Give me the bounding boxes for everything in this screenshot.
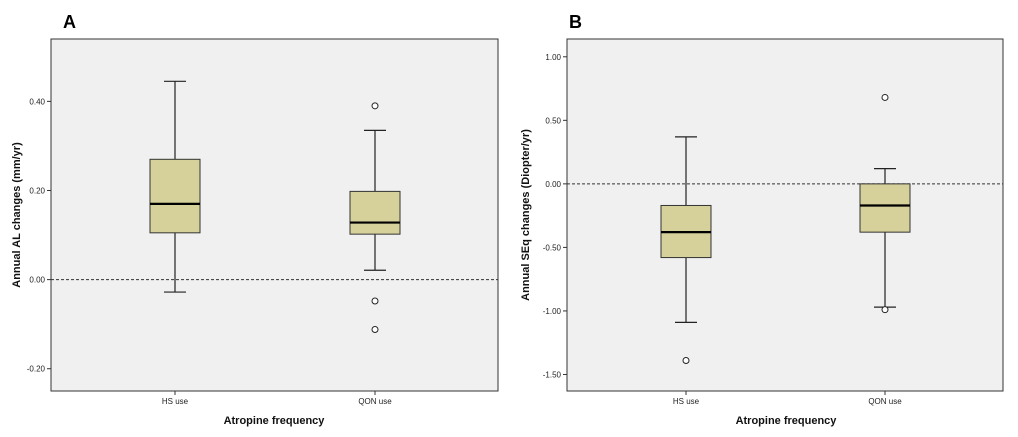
- panel-label: B: [569, 12, 582, 32]
- iqr-box: [859, 183, 911, 233]
- panel-b: B -1.50 -1.00 -0.50 0.00 0.50 1.00 HS use QON us…: [520, 12, 1004, 427]
- iqr-box: [149, 158, 201, 234]
- y-tick-label: 0.40: [29, 97, 45, 106]
- x-axis-title: Atropine frequency: [736, 415, 838, 427]
- y-tick-label: -1.50: [543, 370, 562, 379]
- y-tick-label: -0.50: [543, 243, 562, 252]
- y-tick-label: 0.20: [29, 186, 45, 195]
- y-tick-label: 0.50: [545, 116, 561, 125]
- iqr-box: [349, 190, 401, 235]
- x-axis-title: Atropine frequency: [224, 415, 326, 427]
- y-tick-label: 1.00: [545, 53, 561, 62]
- outlier-point: [371, 297, 379, 305]
- x-tick-label: HS use: [673, 397, 700, 406]
- y-axis-title: Annual SEq changes (Diopter/yr): [520, 129, 532, 301]
- y-tick-label: 0.00: [29, 276, 45, 285]
- plot-area: [566, 38, 1004, 392]
- box-hs-use: [660, 136, 712, 365]
- box-qon-use: [859, 93, 911, 314]
- y-tick-label: -0.20: [27, 365, 46, 374]
- x-tick-label: QON use: [868, 397, 902, 406]
- outlier-point: [371, 102, 379, 110]
- outlier-point: [371, 326, 379, 334]
- box-hs-use: [149, 80, 201, 293]
- x-tick-label: HS use: [162, 397, 189, 406]
- outlier-point: [682, 357, 690, 365]
- panel-label: A: [63, 12, 76, 32]
- box-qon-use: [349, 102, 401, 334]
- plot-area: [50, 38, 499, 392]
- panel-a: A -0.20 0.00 0.20 0.40 HS use QON use Atropine …: [11, 12, 499, 427]
- y-tick-label: -1.00: [543, 307, 562, 316]
- y-axis-title: Annual AL changes (mm/yr): [11, 142, 23, 288]
- outlier-point: [881, 93, 889, 101]
- outlier-point: [881, 306, 889, 314]
- y-tick-label: 0.00: [545, 180, 561, 189]
- x-tick-label: QON use: [358, 397, 392, 406]
